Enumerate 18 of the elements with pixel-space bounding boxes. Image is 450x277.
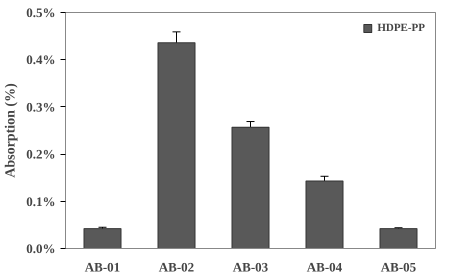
bar (232, 126, 270, 248)
y-tick-label: 0.4% (26, 52, 56, 68)
x-tick-label: AB-01 (84, 260, 120, 274)
legend-label: HDPE-PP (377, 22, 425, 34)
bar (84, 228, 122, 248)
x-tick-label: AB-04 (306, 260, 343, 274)
y-tick-label: 0.1% (26, 194, 56, 209)
y-tick-label: 0.3% (26, 99, 56, 114)
x-tick-label: AB-03 (232, 260, 269, 274)
y-axis-title: Absorption (%) (3, 82, 18, 178)
x-tick-label: AB-05 (380, 260, 417, 274)
y-tick-label: 0.5% (26, 5, 56, 20)
y-tick-label: 0.2% (26, 146, 56, 162)
x-tick-label: AB-02 (158, 260, 194, 274)
bar (380, 228, 418, 248)
bar (158, 42, 196, 248)
bar (306, 180, 344, 248)
y-tick-label: 0.0% (26, 241, 56, 256)
